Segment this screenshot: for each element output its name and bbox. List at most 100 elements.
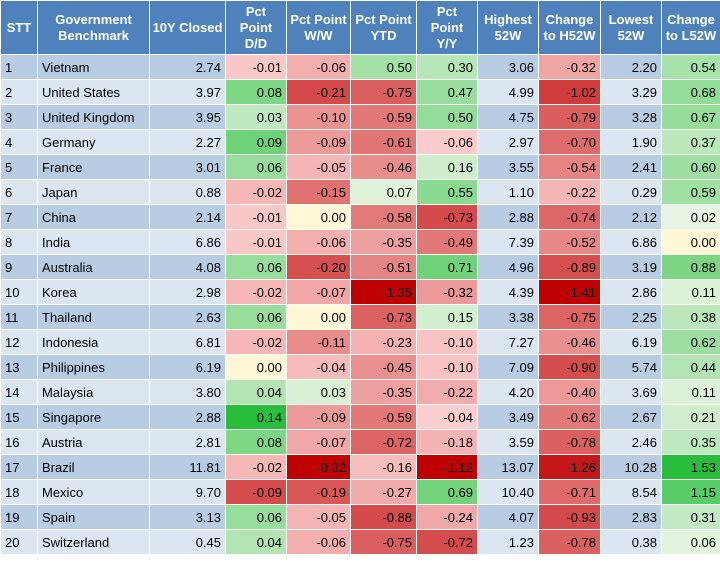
cell-pct-ww: -0.09 <box>286 404 351 430</box>
cell-stt: 20 <box>0 529 38 555</box>
cell-stt: 19 <box>0 504 38 530</box>
header-stt: STT <box>0 0 38 55</box>
cell-pct-dd: 0.00 <box>225 354 287 380</box>
table-row: 6 Japan 0.88 -0.02 -0.15 0.07 0.55 1.10 -0.22 0.2… <box>0 179 720 205</box>
cell-highest-52w: 7.27 <box>477 329 539 355</box>
cell-highest-52w: 1.10 <box>477 179 539 205</box>
cell-pct-ytd: -1.35 <box>350 279 417 305</box>
cell-change-h52w: -0.74 <box>538 204 601 230</box>
cell-pct-ytd: -0.59 <box>350 104 417 130</box>
cell-change-l52w: 0.60 <box>661 154 720 180</box>
cell-benchmark: Austria <box>37 429 150 455</box>
cell-pct-dd: 0.14 <box>225 404 287 430</box>
cell-pct-ww: -0.09 <box>286 129 351 155</box>
cell-10y-closed: 3.97 <box>149 79 226 105</box>
cell-highest-52w: 3.59 <box>477 429 539 455</box>
cell-pct-ww: -0.15 <box>286 179 351 205</box>
cell-pct-yy: -0.10 <box>416 329 478 355</box>
cell-benchmark: France <box>37 154 150 180</box>
cell-pct-ytd: -0.58 <box>350 204 417 230</box>
cell-lowest-52w: 2.25 <box>600 304 662 330</box>
cell-change-l52w: 0.44 <box>661 354 720 380</box>
cell-lowest-52w: 3.29 <box>600 79 662 105</box>
cell-lowest-52w: 0.38 <box>600 529 662 555</box>
cell-change-h52w: -0.70 <box>538 129 601 155</box>
table-row: 5 France 3.01 0.06 -0.05 -0.46 0.16 3.55 -0.54 2.… <box>0 154 720 180</box>
cell-pct-dd: 0.08 <box>225 79 287 105</box>
cell-lowest-52w: 10.28 <box>600 454 662 480</box>
cell-10y-closed: 3.13 <box>149 504 226 530</box>
cell-pct-dd: -0.09 <box>225 479 287 505</box>
cell-pct-yy: -0.32 <box>416 279 478 305</box>
cell-stt: 11 <box>0 304 38 330</box>
header-row: STT Government Benchmark 10Y Closed Pct … <box>0 0 720 55</box>
cell-change-l52w: 1.53 <box>661 454 720 480</box>
cell-10y-closed: 2.74 <box>149 54 226 80</box>
cell-10y-closed: 2.88 <box>149 404 226 430</box>
cell-10y-closed: 0.45 <box>149 529 226 555</box>
cell-benchmark: Japan <box>37 179 150 205</box>
cell-pct-ytd: -0.72 <box>350 429 417 455</box>
header-change-to-h52w: Change to H52W <box>538 0 601 55</box>
cell-change-l52w: 0.35 <box>661 429 720 455</box>
cell-pct-ytd: -0.51 <box>350 254 417 280</box>
cell-lowest-52w: 2.12 <box>600 204 662 230</box>
cell-change-l52w: 0.67 <box>661 104 720 130</box>
cell-benchmark: Malaysia <box>37 379 150 405</box>
cell-stt: 13 <box>0 354 38 380</box>
cell-pct-ww: -0.04 <box>286 354 351 380</box>
cell-lowest-52w: 2.20 <box>600 54 662 80</box>
cell-10y-closed: 2.81 <box>149 429 226 455</box>
cell-pct-dd: 0.06 <box>225 504 287 530</box>
cell-change-l52w: 0.21 <box>661 404 720 430</box>
cell-pct-ww: 0.00 <box>286 204 351 230</box>
cell-pct-ytd: -0.16 <box>350 454 417 480</box>
cell-benchmark: United States <box>37 79 150 105</box>
cell-stt: 7 <box>0 204 38 230</box>
cell-10y-closed: 6.19 <box>149 354 226 380</box>
cell-pct-dd: 0.04 <box>225 379 287 405</box>
cell-change-l52w: 0.11 <box>661 379 720 405</box>
cell-pct-yy: -0.06 <box>416 129 478 155</box>
cell-lowest-52w: 6.86 <box>600 229 662 255</box>
cell-pct-dd: 0.06 <box>225 154 287 180</box>
cell-highest-52w: 4.07 <box>477 504 539 530</box>
cell-pct-ytd: -0.45 <box>350 354 417 380</box>
cell-stt: 16 <box>0 429 38 455</box>
cell-pct-yy: -0.72 <box>416 529 478 555</box>
cell-highest-52w: 3.49 <box>477 404 539 430</box>
table-row: 16 Austria 2.81 0.08 -0.07 -0.72 -0.18 3.59 -0.7… <box>0 429 720 455</box>
cell-highest-52w: 7.39 <box>477 229 539 255</box>
cell-lowest-52w: 8.54 <box>600 479 662 505</box>
cell-change-h52w: -1.41 <box>538 279 601 305</box>
table-row: 11 Thailand 2.63 0.06 0.00 -0.73 0.15 3.38 -0.75… <box>0 304 720 330</box>
table-row: 13 Philippines 6.19 0.00 -0.04 -0.45 -0.10 7.09… <box>0 354 720 380</box>
cell-benchmark: Switzerland <box>37 529 150 555</box>
cell-pct-ytd: -0.35 <box>350 229 417 255</box>
table-row: 3 United Kingdom 3.95 0.03 -0.10 -0.59 0.50 4.7… <box>0 104 720 130</box>
table-row: 20 Switzerland 0.45 0.04 -0.06 -0.75 -0.72 1.23… <box>0 529 720 555</box>
cell-10y-closed: 0.88 <box>149 179 226 205</box>
header-pct-point-dd: Pct Point D/D <box>225 0 287 55</box>
cell-10y-closed: 4.08 <box>149 254 226 280</box>
cell-change-l52w: 0.68 <box>661 79 720 105</box>
cell-change-h52w: -0.46 <box>538 329 601 355</box>
cell-highest-52w: 7.09 <box>477 354 539 380</box>
cell-highest-52w: 10.40 <box>477 479 539 505</box>
cell-stt: 8 <box>0 229 38 255</box>
cell-benchmark: Australia <box>37 254 150 280</box>
cell-lowest-52w: 2.41 <box>600 154 662 180</box>
cell-10y-closed: 2.14 <box>149 204 226 230</box>
cell-pct-yy: 0.30 <box>416 54 478 80</box>
table-row: 2 United States 3.97 0.08 -0.21 -0.75 0.47 4.99… <box>0 79 720 105</box>
header-pct-point-ytd: Pct Point YTD <box>350 0 417 55</box>
cell-change-h52w: -0.93 <box>538 504 601 530</box>
cell-highest-52w: 13.07 <box>477 454 539 480</box>
cell-pct-dd: -0.01 <box>225 204 287 230</box>
cell-pct-ytd: -0.61 <box>350 129 417 155</box>
cell-change-h52w: -1.02 <box>538 79 601 105</box>
header-10y-closed: 10Y Closed <box>149 0 226 55</box>
cell-pct-yy: -1.12 <box>416 454 478 480</box>
cell-10y-closed: 2.98 <box>149 279 226 305</box>
cell-10y-closed: 6.81 <box>149 329 226 355</box>
